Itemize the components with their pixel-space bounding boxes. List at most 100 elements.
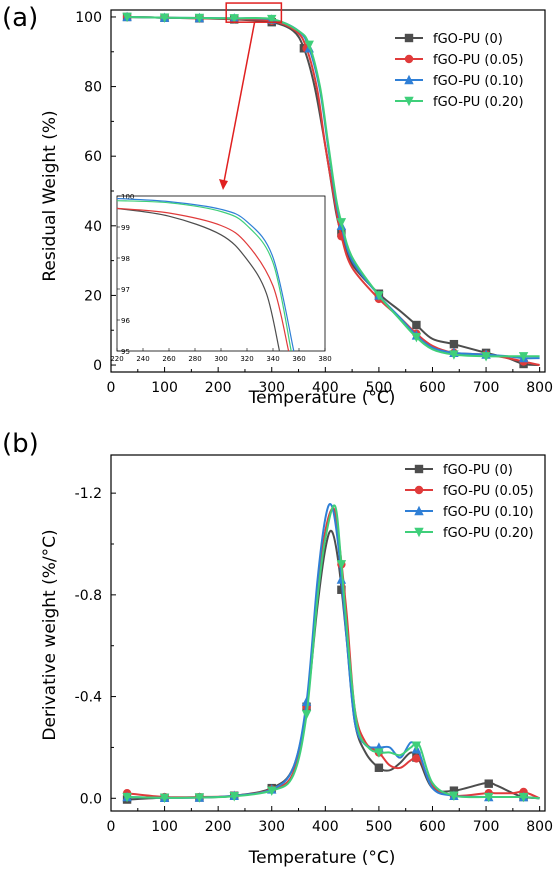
panel-a-inset-chart: 220 240 260 280 300 320 340 360 380 95 96 97 98 99 100 [110, 193, 331, 363]
data-point-fgo-pu-0-20 [411, 332, 422, 343]
y-tick-label: -0.4 [75, 690, 102, 706]
data-point-fgo-pu-0-20 [449, 350, 459, 360]
inset-x-tick-label: 300 [214, 355, 227, 363]
x-tick-label: 700 [473, 819, 500, 835]
panel-b-y-axis: 0.0 -0.4 -0.8 -1.2 [75, 486, 116, 807]
inset-y-tick-label: 99 [121, 224, 130, 232]
inset-series-line-fgo-pu-0 [116, 207, 281, 352]
legend-marker [414, 527, 424, 538]
panel-b-plot-frame [110, 454, 546, 812]
legend-entry-label: fGO-PU (0.20) [443, 526, 534, 541]
legend-marker [404, 74, 414, 85]
data-point-fgo-pu-0-20 [481, 352, 491, 362]
inset-x-tick-label: 380 [318, 355, 331, 363]
inset-y-tick-label: 97 [121, 286, 130, 294]
data-point-fgo-pu-0-20 [229, 792, 239, 802]
series-line-fgo-pu-0 [127, 529, 540, 801]
x-tick-label: 100 [151, 819, 178, 835]
series-line-fgo-pu-0-05 [127, 507, 540, 800]
data-point-fgo-pu-0-20 [484, 792, 494, 803]
y-tick-label: 0 [93, 358, 102, 374]
inset-series-line-fgo-pu-0-10 [116, 197, 295, 352]
data-point-fgo-pu-0-20 [122, 12, 132, 23]
y-tick-label: -0.8 [75, 588, 102, 604]
data-point-fgo-pu-0-20 [267, 14, 277, 25]
inset-x-tick-label: 360 [292, 355, 305, 363]
inset-frame [116, 195, 326, 352]
inset-series-line-fgo-pu-0-05 [116, 207, 290, 352]
data-point-fgo-pu-0-20 [449, 791, 459, 801]
data-point-fgo-pu-0-20 [336, 218, 347, 228]
inset-x-tick-label: 340 [266, 355, 279, 363]
panel-a-label: (a) [2, 3, 38, 33]
panel-a-tga-chart: (a) 0 100 200 300 400 500 600 700 800 0 20 40 60 80 1… [2, 2, 553, 408]
inset-x-tick-label: 260 [162, 355, 175, 363]
inset-x-tick-label: 220 [110, 355, 123, 363]
x-tick-label: 0 [107, 380, 116, 396]
panel-a-series-group [122, 11, 540, 369]
x-tick-label: 100 [151, 380, 178, 396]
x-tick-label: 800 [526, 819, 553, 835]
x-tick-label: 400 [312, 819, 339, 835]
inset-y-tick-label: 95 [121, 348, 130, 356]
legend-entry-label: fGO-PU (0.10) [433, 74, 524, 89]
zoom-region-box [225, 2, 283, 23]
x-tick-label: 800 [526, 380, 553, 396]
data-point-fgo-pu-0-20 [267, 786, 277, 796]
x-tick-label: 200 [205, 819, 232, 835]
x-tick-label: 300 [258, 819, 285, 835]
data-point-fgo-pu-0 [484, 779, 493, 788]
data-point-fgo-pu-0-05 [412, 754, 421, 763]
y-tick-label: 80 [84, 80, 102, 96]
y-tick-label: 100 [75, 10, 102, 26]
x-tick-label: 600 [419, 819, 446, 835]
y-tick-label: -1.2 [75, 486, 102, 502]
inset-y-tick-label: 98 [121, 255, 130, 263]
legend-marker [414, 505, 424, 516]
data-point-fgo-pu-0-20 [374, 748, 384, 758]
panel-a-legend: fGO-PU (0) fGO-PU (0.05) fGO-PU (0.10) fGO-… [395, 32, 524, 110]
data-point-fgo-pu-0-20 [229, 14, 239, 24]
inset-series-line-fgo-pu-0-20 [116, 200, 292, 352]
inset-y-tick-label: 100 [121, 193, 134, 201]
inset-y-tick-label: 96 [121, 317, 130, 325]
data-point-fgo-pu-0-20 [518, 792, 529, 803]
panel-a-zoom-highlight [219, 2, 283, 190]
panel-b-legend: fGO-PU (0) fGO-PU (0.05) fGO-PU (0.10) fGO-… [405, 463, 534, 541]
zoom-arrow-head [219, 179, 228, 190]
y-tick-label: 20 [84, 288, 102, 304]
legend-marker [404, 33, 414, 43]
legend-marker [404, 96, 414, 107]
data-point-fgo-pu-0-20 [374, 291, 384, 301]
x-tick-label: 0 [107, 819, 116, 835]
data-point-fgo-pu-0 [449, 339, 459, 349]
legend-entry-label: fGO-PU (0.20) [433, 95, 524, 110]
data-point-fgo-pu-0-20 [159, 13, 170, 23]
y-tick-label: 0.0 [80, 791, 102, 807]
legend-entry-label: fGO-PU (0) [433, 32, 503, 47]
data-point-fgo-pu-0-20 [194, 793, 205, 803]
data-point-fgo-pu-0-20 [304, 40, 314, 51]
panel-a-x-axis-title: Temperature (°C) [248, 388, 396, 408]
data-point-fgo-pu-0 [412, 320, 421, 330]
panel-b-x-axis-title: Temperature (°C) [248, 848, 396, 868]
legend-marker [414, 464, 424, 474]
data-point-fgo-pu-0-20 [194, 13, 205, 24]
data-point-fgo-pu-0-20 [122, 792, 132, 803]
x-tick-label: 500 [366, 819, 393, 835]
panel-a-y-axis: 0 20 40 60 80 100 [75, 10, 116, 374]
inset-x-tick-label: 320 [240, 355, 253, 363]
data-point-fgo-pu-0-20 [336, 560, 347, 570]
panel-b-dtg-chart: (b) 0 100 200 300 400 500 600 700 800 0.0 -0.4 -0.… [2, 429, 553, 868]
x-tick-label: 500 [366, 380, 393, 396]
x-tick-label: 600 [419, 380, 446, 396]
data-point-fgo-pu-0 [337, 585, 346, 594]
x-tick-label: 200 [205, 380, 232, 396]
x-tick-label: 300 [258, 380, 285, 396]
x-tick-label: 400 [312, 380, 339, 396]
inset-x-tick-label: 280 [188, 355, 201, 363]
data-point-fgo-pu-0-20 [159, 793, 170, 803]
data-point-fgo-pu-0 [374, 763, 384, 772]
panel-b-x-axis: 0 100 200 300 400 500 600 700 800 [107, 806, 553, 835]
